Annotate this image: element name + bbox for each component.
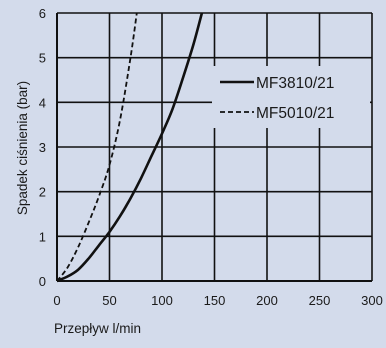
tick-labels: 0 50 100 150 200 250 300 0 1 2 3 4 5 6	[39, 6, 383, 308]
x-tick-label-100: 100	[151, 293, 173, 308]
x-axis-title: Przepływ l/min	[54, 321, 141, 336]
y-tick-label-6: 6	[39, 6, 46, 21]
x-tick-label-300: 300	[361, 293, 383, 308]
legend-label-mf3810: MF3810/21	[256, 75, 334, 92]
series-line-mf3810-21	[56, 12, 204, 283]
x-tick-label-200: 200	[256, 293, 278, 308]
y-tick-label-0: 0	[39, 274, 46, 289]
legend-background	[212, 66, 370, 128]
grid	[56, 12, 373, 282]
x-tick-label-250: 250	[309, 293, 331, 308]
x-tick-label-150: 150	[204, 293, 226, 308]
legend: MF3810/21 MF5010/21	[212, 66, 370, 128]
y-tick-label-1: 1	[39, 229, 46, 244]
x-tick-label-50: 50	[102, 293, 116, 308]
y-tick-label-5: 5	[39, 51, 46, 66]
y-tick-label-4: 4	[39, 95, 46, 110]
y-axis-title: Spadek ciśnienia (bar)	[15, 81, 30, 215]
y-tick-label-2: 2	[39, 185, 46, 200]
series-line-mf5010-21	[56, 12, 138, 282]
legend-label-mf5010: MF5010/21	[256, 105, 334, 122]
x-tick-label-0: 0	[53, 293, 60, 308]
y-tick-label-3: 3	[39, 140, 46, 155]
curves	[56, 12, 204, 283]
